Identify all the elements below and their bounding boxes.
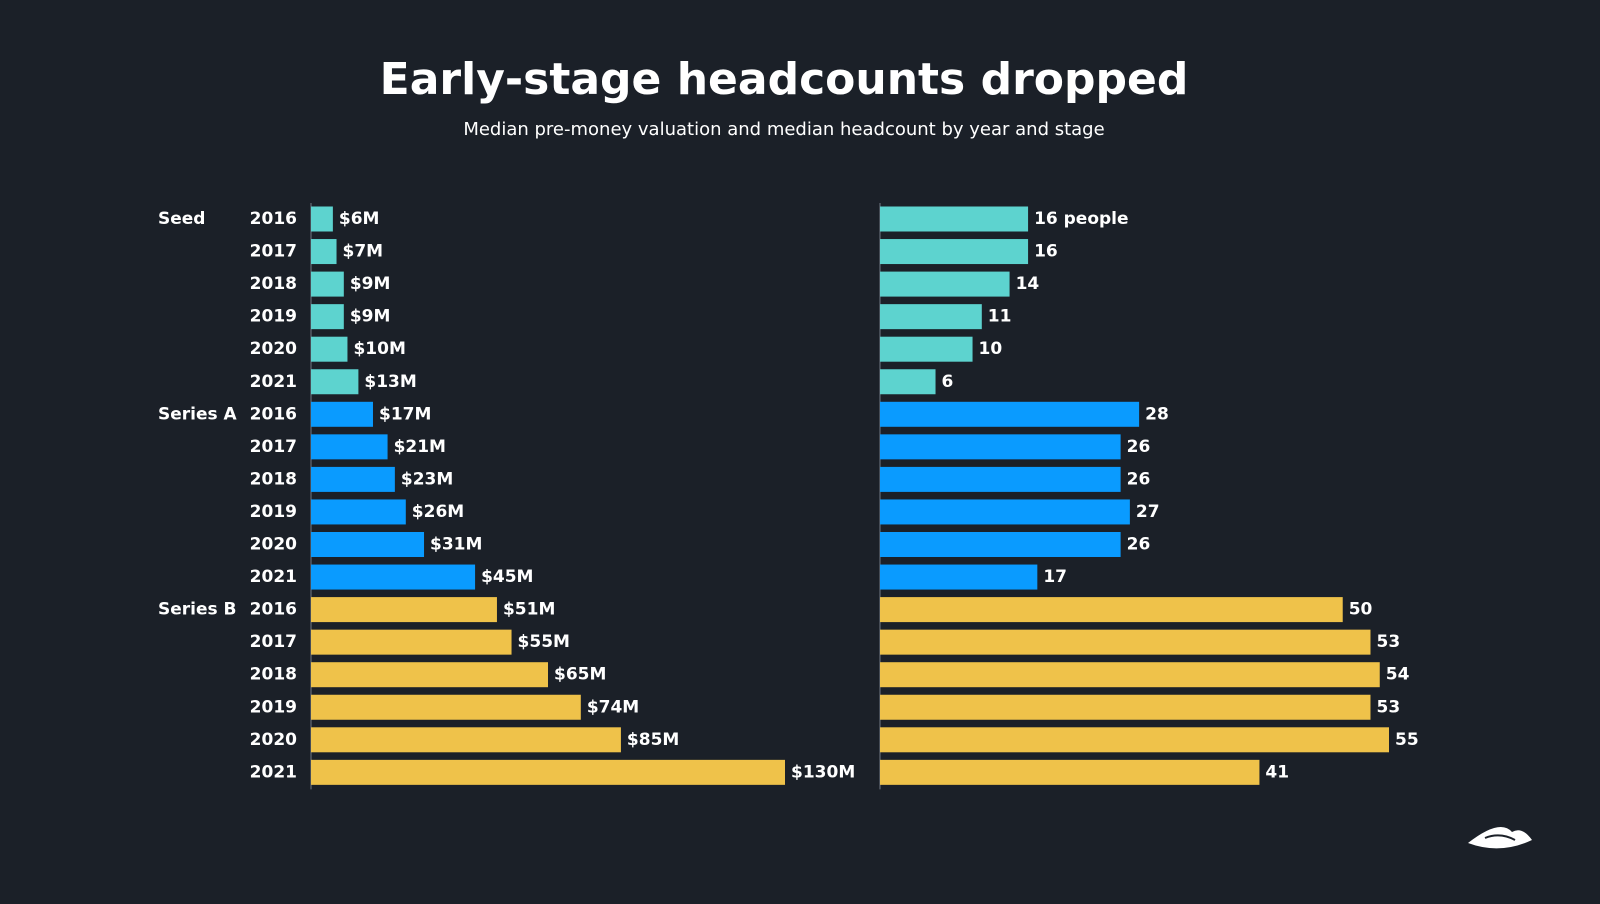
bar <box>880 759 1260 785</box>
value-label: 6 <box>942 372 954 392</box>
bar <box>311 434 388 460</box>
y-tick-label: 2021 <box>250 762 297 782</box>
y-tick-label: 2020 <box>250 339 297 359</box>
bar <box>311 304 344 330</box>
value-label: 16 <box>1034 242 1058 262</box>
bar <box>311 662 548 688</box>
value-label: $45M <box>481 567 533 587</box>
y-tick-label: 2016 <box>250 404 297 424</box>
value-label: $26M <box>412 502 464 522</box>
y-tick-label: 2017 <box>250 242 297 262</box>
bar <box>311 727 621 753</box>
bar <box>880 239 1029 265</box>
value-label: $6M <box>339 209 380 229</box>
y-tick-label: 2018 <box>250 274 297 294</box>
value-label: $10M <box>353 339 405 359</box>
bar <box>311 466 395 492</box>
value-label: 10 <box>979 339 1003 359</box>
value-label: $51M <box>503 600 555 620</box>
bar <box>311 206 333 232</box>
bar <box>880 597 1343 623</box>
bar <box>880 369 936 395</box>
value-label: 26 <box>1127 469 1151 489</box>
y-tick-label: 2017 <box>250 437 297 457</box>
bar <box>880 434 1121 460</box>
y-tick-label: 2020 <box>250 730 297 750</box>
bar <box>311 239 337 265</box>
series-label: Series B <box>158 600 237 620</box>
value-label: 54 <box>1386 665 1410 685</box>
bar <box>880 532 1121 557</box>
bar <box>311 532 425 557</box>
bar <box>311 759 785 785</box>
bar <box>880 662 1380 688</box>
y-tick-label: 2019 <box>250 307 297 327</box>
value-label: 50 <box>1349 600 1373 620</box>
series-label: Seed <box>158 209 205 229</box>
value-label: 26 <box>1127 535 1151 555</box>
logo <box>1468 826 1532 849</box>
value-label: 53 <box>1376 697 1400 717</box>
bar <box>311 499 406 525</box>
bar <box>311 629 512 655</box>
value-label: 55 <box>1395 730 1419 750</box>
bar <box>880 304 982 330</box>
bar <box>880 206 1029 232</box>
value-label: 16 people <box>1034 209 1128 229</box>
value-label: 28 <box>1145 404 1169 424</box>
value-label: 53 <box>1376 632 1400 652</box>
value-label: 27 <box>1136 502 1160 522</box>
value-label: $21M <box>394 437 446 457</box>
value-label: 17 <box>1043 567 1067 587</box>
value-label: $130M <box>791 762 855 782</box>
bar <box>880 336 973 362</box>
bar <box>311 369 359 395</box>
value-label: 26 <box>1127 437 1151 457</box>
bar <box>880 629 1371 655</box>
y-tick-label: 2019 <box>250 697 297 717</box>
value-label: $31M <box>430 535 482 555</box>
y-tick-label: 2017 <box>250 632 297 652</box>
bar <box>880 401 1140 427</box>
y-tick-label: 2016 <box>250 600 297 620</box>
value-label: 11 <box>988 307 1012 327</box>
y-tick-label: 2020 <box>250 535 297 555</box>
value-label: $23M <box>401 469 453 489</box>
bar <box>880 271 1010 297</box>
bar <box>880 499 1130 525</box>
chart-title: Early-stage headcounts dropped <box>380 54 1189 105</box>
value-label: 41 <box>1265 762 1289 782</box>
bar <box>311 694 581 720</box>
bar <box>311 597 497 623</box>
value-label: $9M <box>350 307 391 327</box>
value-label: $7M <box>343 242 384 262</box>
chart-subtitle: Median pre-money valuation and median he… <box>463 119 1104 140</box>
bar <box>880 466 1121 492</box>
value-label: $17M <box>379 404 431 424</box>
series-label: Series A <box>158 404 238 424</box>
value-label: $65M <box>554 665 606 685</box>
y-tick-label: 2016 <box>250 209 297 229</box>
bar <box>880 564 1038 590</box>
value-label: $9M <box>350 274 391 294</box>
bar <box>880 694 1371 720</box>
bar <box>311 401 373 427</box>
value-label: $74M <box>587 697 639 717</box>
value-label: 14 <box>1016 274 1040 294</box>
value-label: $85M <box>627 730 679 750</box>
bar <box>311 271 344 297</box>
y-tick-label: 2018 <box>250 469 297 489</box>
y-tick-label: 2018 <box>250 665 297 685</box>
y-tick-label: 2019 <box>250 502 297 522</box>
y-tick-label: 2021 <box>250 567 297 587</box>
bar <box>880 727 1389 753</box>
bar <box>311 564 476 590</box>
bar <box>311 336 348 362</box>
value-label: $13M <box>364 372 416 392</box>
value-label: $55M <box>518 632 570 652</box>
y-tick-label: 2021 <box>250 372 297 392</box>
